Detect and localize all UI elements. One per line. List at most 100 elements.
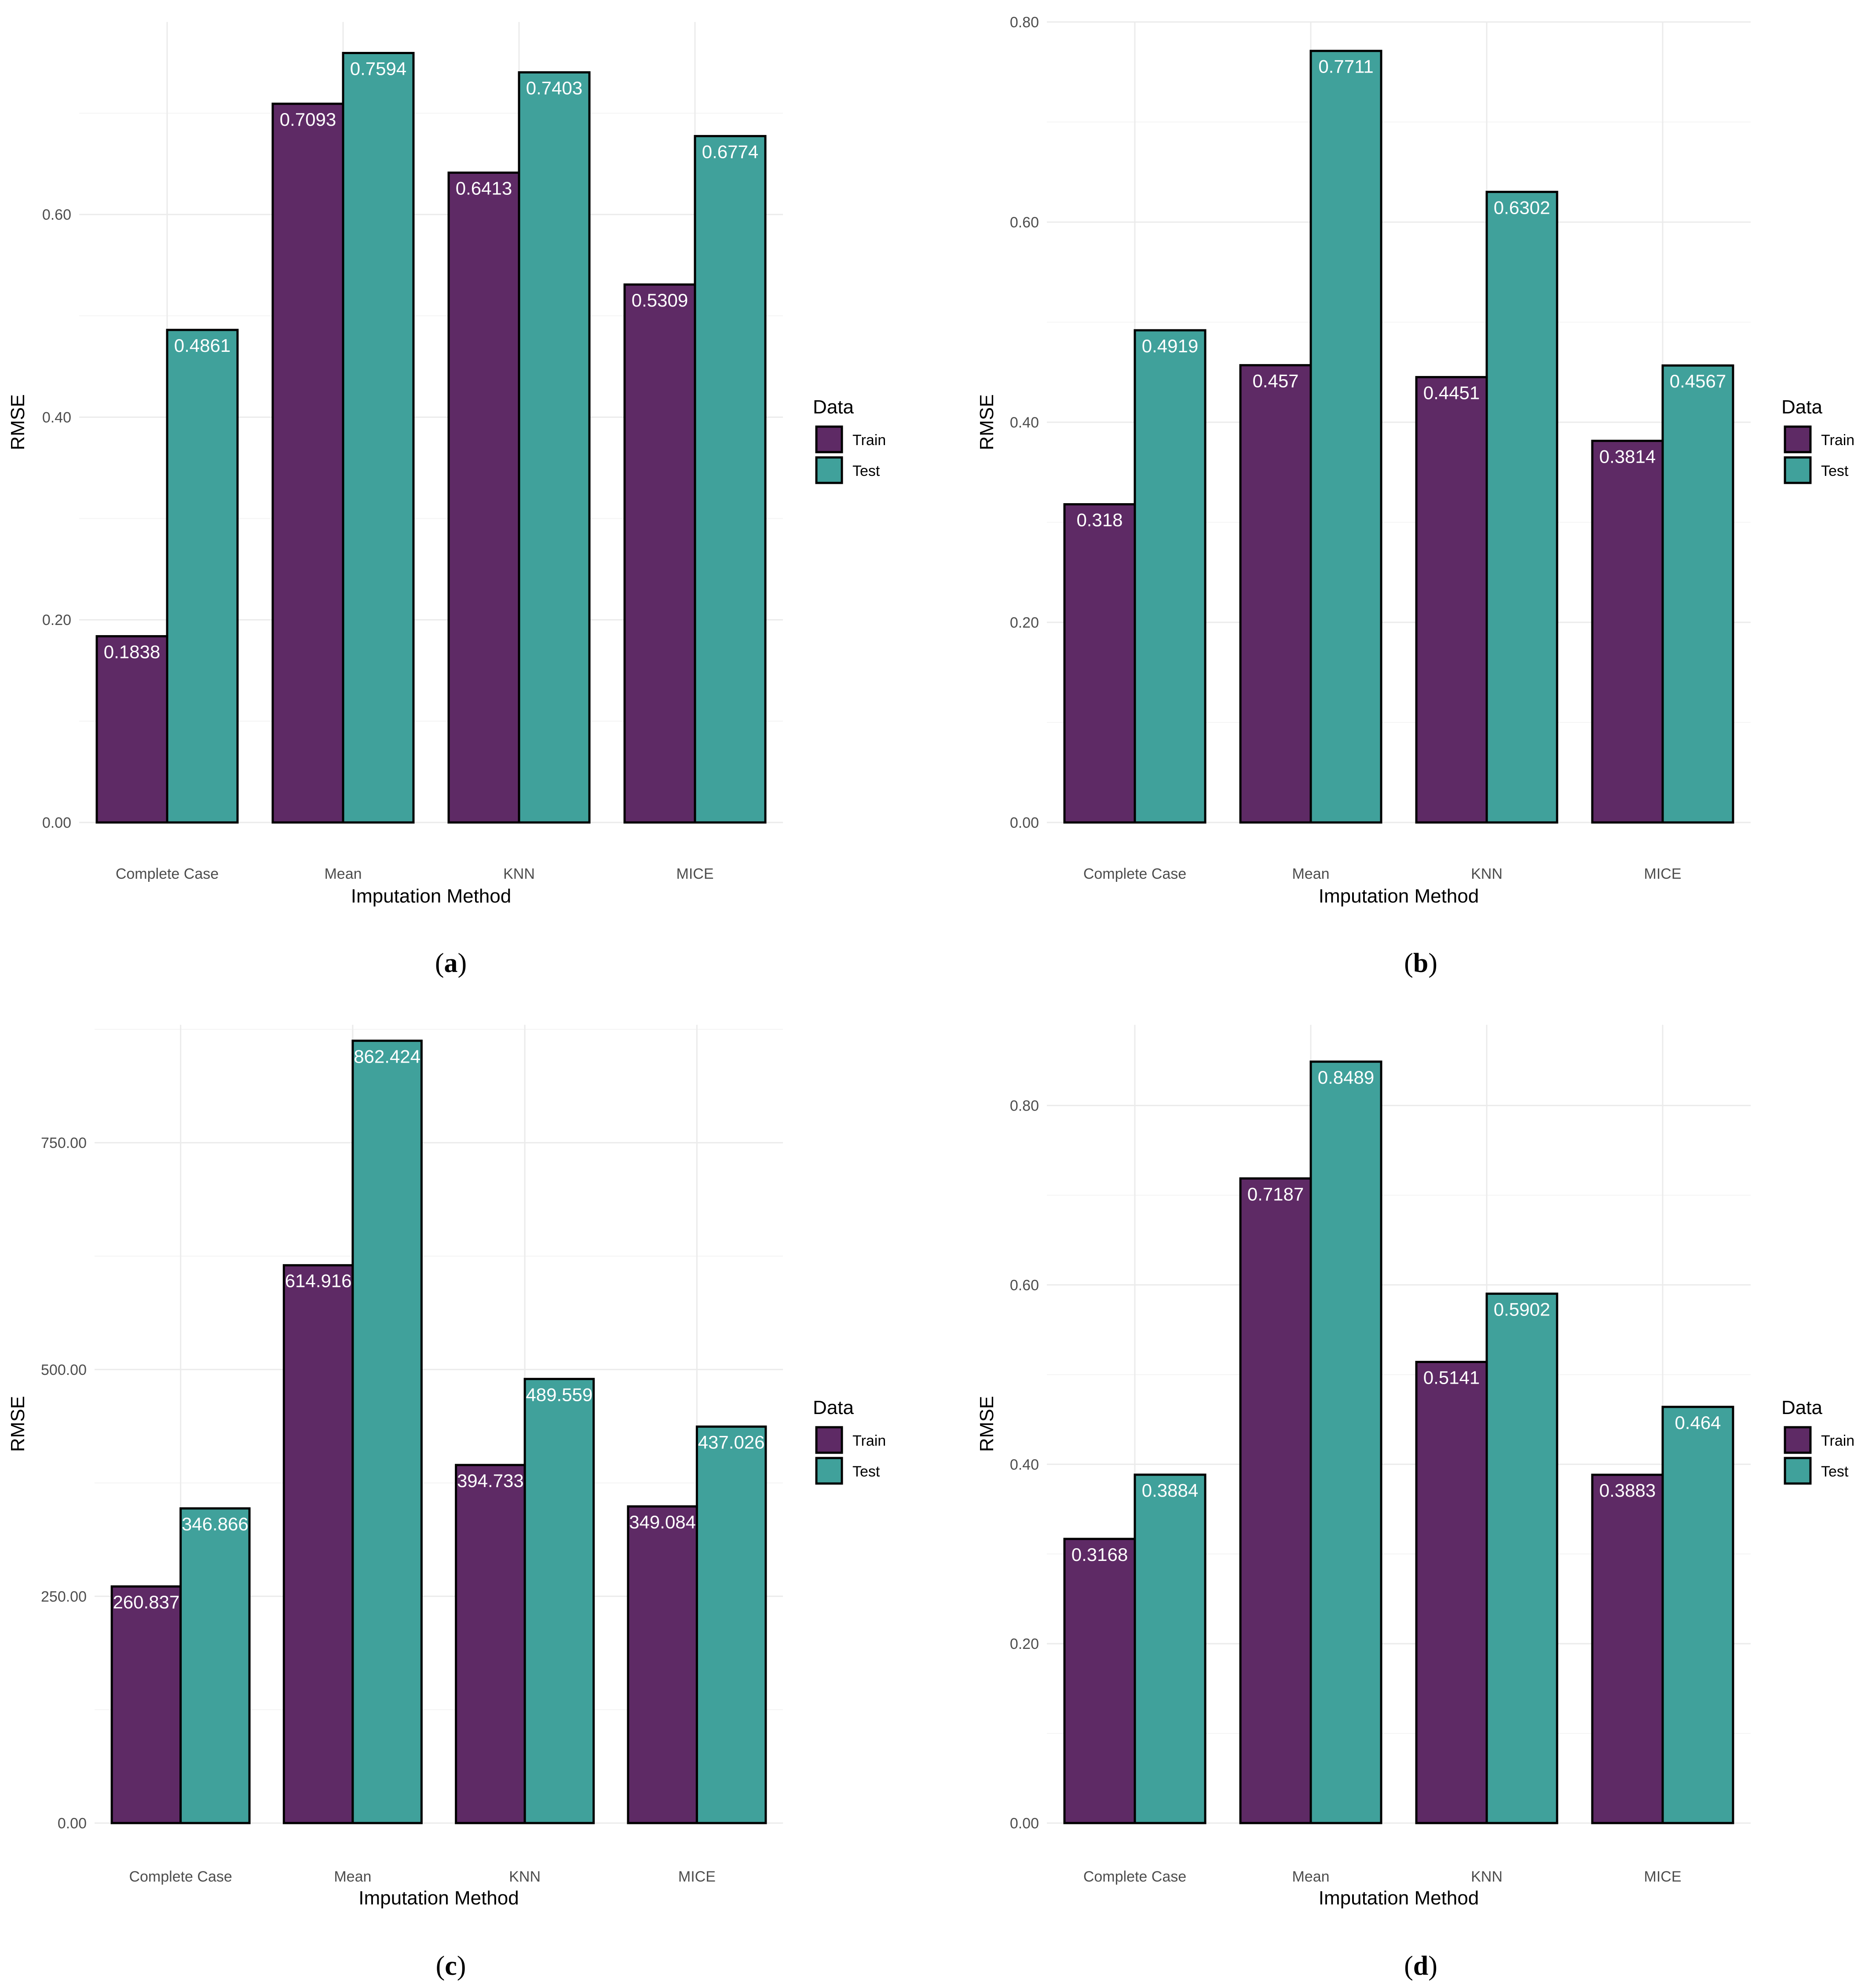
bar-test-mean [1309, 1060, 1382, 1824]
bar-test-mice [1661, 1406, 1734, 1824]
y-tick-label: 250.00 [41, 1588, 87, 1605]
bar-test-mean [351, 1039, 423, 1824]
legend-key-train [1784, 1426, 1812, 1454]
panel-caption: (c) [436, 1951, 466, 1981]
data-label: 0.6413 [456, 178, 512, 199]
caption-open-paren: ( [1404, 1951, 1413, 1981]
data-label: 0.3884 [1142, 1480, 1198, 1501]
bar-train-complete-case [1063, 1538, 1136, 1824]
legend-label-train: Train [852, 1433, 886, 1449]
data-label: 0.7093 [280, 109, 336, 130]
chart-panel-a: 0.00 0.20 0.40 0.60 Complete Case Mean KNN MICE… [7, 22, 886, 978]
y-tick-label: 500.00 [41, 1362, 87, 1378]
data-label: 0.318 [1076, 510, 1123, 530]
panel-caption: (a) [435, 948, 467, 978]
y-tick-label: 0.00 [42, 815, 71, 831]
y-tick-label: 0.00 [1010, 815, 1039, 831]
chart-panel-d: 0.00 0.20 0.40 0.60 0.80 Complete Case Mean KNN… [976, 1025, 1854, 1981]
x-tick-label: Mean [1292, 866, 1329, 882]
data-label: 0.3883 [1599, 1480, 1656, 1501]
x-axis-title: Imputation Method [351, 885, 511, 907]
data-label: 0.6302 [1494, 197, 1550, 218]
data-label: 0.457 [1252, 370, 1298, 391]
caption-letter: b [1413, 948, 1428, 978]
caption-open-paren: ( [436, 1951, 445, 1981]
bar-test-complete-case [1134, 1473, 1207, 1824]
x-axis-title: Imputation Method [358, 1887, 519, 1909]
y-axis-title: RMSE [7, 394, 29, 450]
caption-letter: c [445, 1951, 457, 1981]
bar-test-mice [1661, 364, 1734, 824]
caption-letter: a [444, 948, 458, 978]
legend-key-train [815, 425, 843, 453]
data-label: 0.7187 [1247, 1184, 1304, 1204]
caption-letter: d [1413, 1951, 1428, 1981]
data-label: 437.026 [698, 1432, 765, 1453]
legend-key-train [1784, 425, 1812, 453]
bar-train-complete-case [95, 635, 168, 824]
x-tick-label: Mean [1292, 1868, 1329, 1885]
legend-key-test [815, 456, 843, 484]
y-tick-label: 0.60 [1010, 1277, 1039, 1294]
legend-label-test: Test [852, 1463, 880, 1480]
y-tick-label: 0.20 [1010, 1636, 1039, 1652]
data-label: 0.4919 [1142, 336, 1198, 356]
x-tick-label: Complete Case [1083, 866, 1186, 882]
data-label: 0.7594 [350, 58, 406, 79]
legend-label-train: Train [1821, 432, 1854, 449]
legend-label-train: Train [852, 432, 886, 449]
data-label: 0.1838 [104, 642, 160, 662]
y-tick-label: 0.40 [42, 409, 71, 426]
legend-title: Data [813, 396, 854, 418]
caption-close-paren: ) [458, 948, 467, 978]
data-label: 0.6774 [702, 141, 758, 162]
caption-close-paren: ) [1428, 1951, 1437, 1981]
legend: Data Train Test [1781, 1397, 1854, 1485]
caption-close-paren: ) [1428, 948, 1437, 978]
x-tick-label: Complete Case [1083, 1868, 1186, 1885]
x-tick-label: MICE [677, 866, 714, 882]
data-label: 489.559 [526, 1384, 592, 1405]
bar-train-mean [1239, 1177, 1312, 1824]
data-label: 0.4861 [174, 335, 230, 356]
y-tick-label: 0.80 [1010, 14, 1039, 31]
bar-train-mice [627, 1505, 698, 1824]
data-label: 0.5141 [1423, 1367, 1480, 1388]
bar-test-knn [1485, 1292, 1558, 1824]
panel-caption: (d) [1404, 1951, 1437, 1981]
x-tick-label: Complete Case [129, 1868, 232, 1885]
bar-train-complete-case [1063, 503, 1136, 824]
data-label: 349.084 [629, 1512, 696, 1532]
chart-panel-c: 0.00 250.00 500.00 750.00 Complete Case Mean K… [7, 1025, 886, 1981]
x-tick-label: KNN [1471, 1868, 1503, 1885]
bar-train-knn [1415, 1361, 1488, 1824]
y-tick-label: 0.00 [58, 1815, 87, 1832]
y-axis-title: RMSE [7, 1396, 29, 1452]
y-tick-label: 0.40 [1010, 414, 1039, 431]
data-label: 0.3168 [1071, 1544, 1128, 1565]
legend-label-test: Test [852, 463, 880, 479]
legend-label-test: Test [1821, 1463, 1849, 1480]
x-tick-label: Mean [324, 866, 362, 882]
bar-test-knn [518, 71, 591, 824]
bar-test-knn [1485, 190, 1558, 824]
y-axis-title: RMSE [976, 394, 998, 450]
data-label: 0.5309 [632, 290, 688, 311]
data-label: 0.464 [1675, 1412, 1721, 1433]
data-label: 394.733 [457, 1470, 524, 1491]
x-tick-label: KNN [509, 1868, 541, 1885]
bar-train-mean [282, 1264, 354, 1824]
legend-key-test [1784, 456, 1812, 484]
data-label: 0.8489 [1318, 1067, 1374, 1088]
bar-train-mean [1239, 364, 1312, 824]
bar-test-knn [523, 1378, 595, 1824]
bar-test-mean [1309, 50, 1382, 824]
legend-title: Data [813, 1397, 854, 1418]
bar-train-complete-case [110, 1585, 182, 1824]
x-tick-label: Complete Case [116, 866, 219, 882]
bar-test-complete-case [179, 1507, 251, 1824]
data-label: 0.7403 [526, 77, 582, 98]
x-tick-label: MICE [1644, 1868, 1682, 1885]
data-label: 0.5902 [1494, 1299, 1550, 1319]
